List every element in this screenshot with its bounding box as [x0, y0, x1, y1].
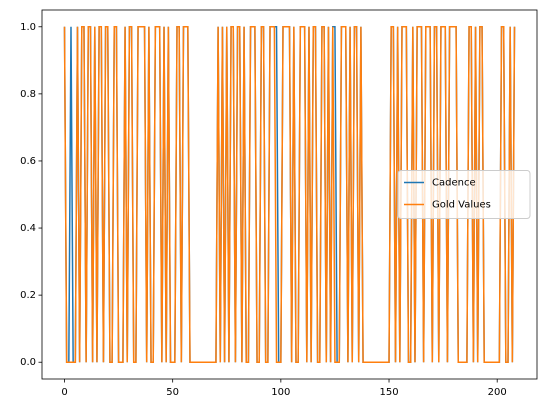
- legend-label: Cadence: [432, 178, 476, 189]
- y-tick-label: 0.0: [20, 357, 36, 368]
- x-tick-label: 150: [379, 387, 398, 398]
- y-tick-label: 1.0: [20, 22, 36, 33]
- y-tick-label: 0.4: [20, 223, 36, 234]
- legend-label: Gold Values: [432, 200, 491, 211]
- x-tick-label: 100: [271, 387, 290, 398]
- y-tick-label: 0.8: [20, 89, 36, 100]
- line-series: [63, 26, 516, 363]
- y-tick-label: 0.2: [20, 290, 36, 301]
- x-tick-label: 200: [488, 387, 507, 398]
- legend-box: [397, 170, 531, 219]
- x-tick-label: 0: [61, 387, 67, 398]
- axes-frame: [41, 9, 538, 380]
- x-tick-label: 50: [166, 387, 179, 398]
- y-tick-label: 0.6: [20, 156, 36, 167]
